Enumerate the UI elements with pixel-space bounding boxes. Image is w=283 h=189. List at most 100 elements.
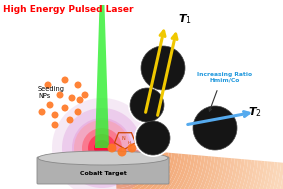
Circle shape — [62, 108, 142, 188]
Wedge shape — [117, 153, 182, 189]
Circle shape — [76, 97, 83, 104]
Circle shape — [52, 112, 59, 119]
FancyBboxPatch shape — [37, 157, 169, 184]
Wedge shape — [119, 159, 241, 189]
Wedge shape — [121, 164, 283, 189]
Wedge shape — [116, 151, 152, 185]
Circle shape — [68, 94, 76, 101]
Wedge shape — [117, 153, 172, 189]
Wedge shape — [120, 160, 261, 189]
Wedge shape — [116, 150, 139, 172]
Wedge shape — [119, 157, 218, 189]
Circle shape — [61, 105, 68, 112]
Text: H: H — [128, 141, 130, 145]
Wedge shape — [119, 158, 231, 189]
Wedge shape — [117, 154, 185, 189]
Wedge shape — [117, 152, 168, 189]
Wedge shape — [121, 162, 281, 189]
Wedge shape — [118, 156, 212, 189]
Wedge shape — [119, 157, 225, 189]
Wedge shape — [115, 149, 129, 162]
Wedge shape — [118, 156, 215, 189]
Circle shape — [141, 46, 185, 90]
Wedge shape — [118, 155, 202, 189]
Circle shape — [193, 106, 237, 150]
Wedge shape — [119, 159, 248, 189]
Circle shape — [191, 104, 239, 152]
Wedge shape — [120, 160, 258, 189]
Wedge shape — [116, 150, 142, 175]
Wedge shape — [120, 161, 265, 189]
Text: N: N — [121, 136, 125, 142]
Circle shape — [94, 140, 110, 156]
Wedge shape — [122, 165, 283, 189]
Wedge shape — [120, 161, 268, 189]
Circle shape — [136, 121, 170, 155]
Wedge shape — [118, 155, 198, 189]
Wedge shape — [120, 161, 271, 189]
Wedge shape — [116, 150, 145, 178]
Text: Seeding
NPs: Seeding NPs — [38, 86, 65, 99]
Polygon shape — [95, 5, 109, 148]
Wedge shape — [115, 149, 135, 168]
Circle shape — [82, 91, 89, 98]
Wedge shape — [118, 156, 205, 189]
Wedge shape — [116, 152, 158, 189]
Wedge shape — [122, 165, 283, 189]
Wedge shape — [117, 154, 192, 189]
Wedge shape — [117, 152, 162, 189]
Circle shape — [72, 118, 132, 178]
Wedge shape — [117, 154, 188, 189]
Wedge shape — [121, 163, 283, 189]
Circle shape — [57, 91, 63, 98]
Circle shape — [139, 44, 187, 92]
Circle shape — [46, 101, 53, 108]
Text: Increasing Ratio
Hmim/Co: Increasing Ratio Hmim/Co — [198, 72, 252, 83]
Circle shape — [74, 120, 130, 176]
Wedge shape — [118, 156, 208, 189]
Circle shape — [130, 88, 164, 122]
Wedge shape — [118, 155, 195, 189]
Wedge shape — [120, 160, 251, 189]
Text: T$_1$: T$_1$ — [178, 12, 192, 26]
Circle shape — [44, 81, 52, 88]
Circle shape — [134, 119, 172, 157]
Wedge shape — [117, 153, 175, 189]
Circle shape — [128, 143, 136, 153]
Text: T$_2$: T$_2$ — [248, 105, 262, 119]
Wedge shape — [116, 151, 149, 182]
Wedge shape — [119, 159, 245, 189]
Wedge shape — [121, 164, 283, 189]
Wedge shape — [121, 163, 283, 189]
Circle shape — [74, 81, 82, 88]
Circle shape — [38, 108, 46, 115]
Wedge shape — [119, 158, 228, 189]
Wedge shape — [121, 162, 275, 189]
Text: Cobalt Target: Cobalt Target — [80, 170, 127, 176]
Ellipse shape — [38, 151, 168, 165]
Wedge shape — [119, 158, 235, 189]
Wedge shape — [122, 166, 283, 189]
Circle shape — [67, 116, 74, 123]
Circle shape — [52, 98, 152, 189]
Circle shape — [52, 122, 59, 129]
Circle shape — [117, 147, 127, 156]
Text: High Energy Pulsed Laser: High Energy Pulsed Laser — [3, 5, 134, 14]
Circle shape — [128, 86, 166, 124]
Wedge shape — [119, 159, 238, 189]
Wedge shape — [117, 153, 179, 189]
Wedge shape — [117, 152, 165, 189]
Wedge shape — [122, 165, 283, 189]
Circle shape — [82, 128, 122, 168]
Wedge shape — [120, 160, 255, 189]
Circle shape — [74, 108, 82, 115]
Wedge shape — [121, 164, 283, 189]
Wedge shape — [121, 163, 283, 189]
Wedge shape — [121, 163, 283, 189]
Wedge shape — [116, 151, 155, 188]
Wedge shape — [121, 162, 278, 189]
Circle shape — [108, 143, 117, 153]
Circle shape — [61, 77, 68, 84]
Wedge shape — [119, 157, 222, 189]
Wedge shape — [122, 165, 283, 189]
